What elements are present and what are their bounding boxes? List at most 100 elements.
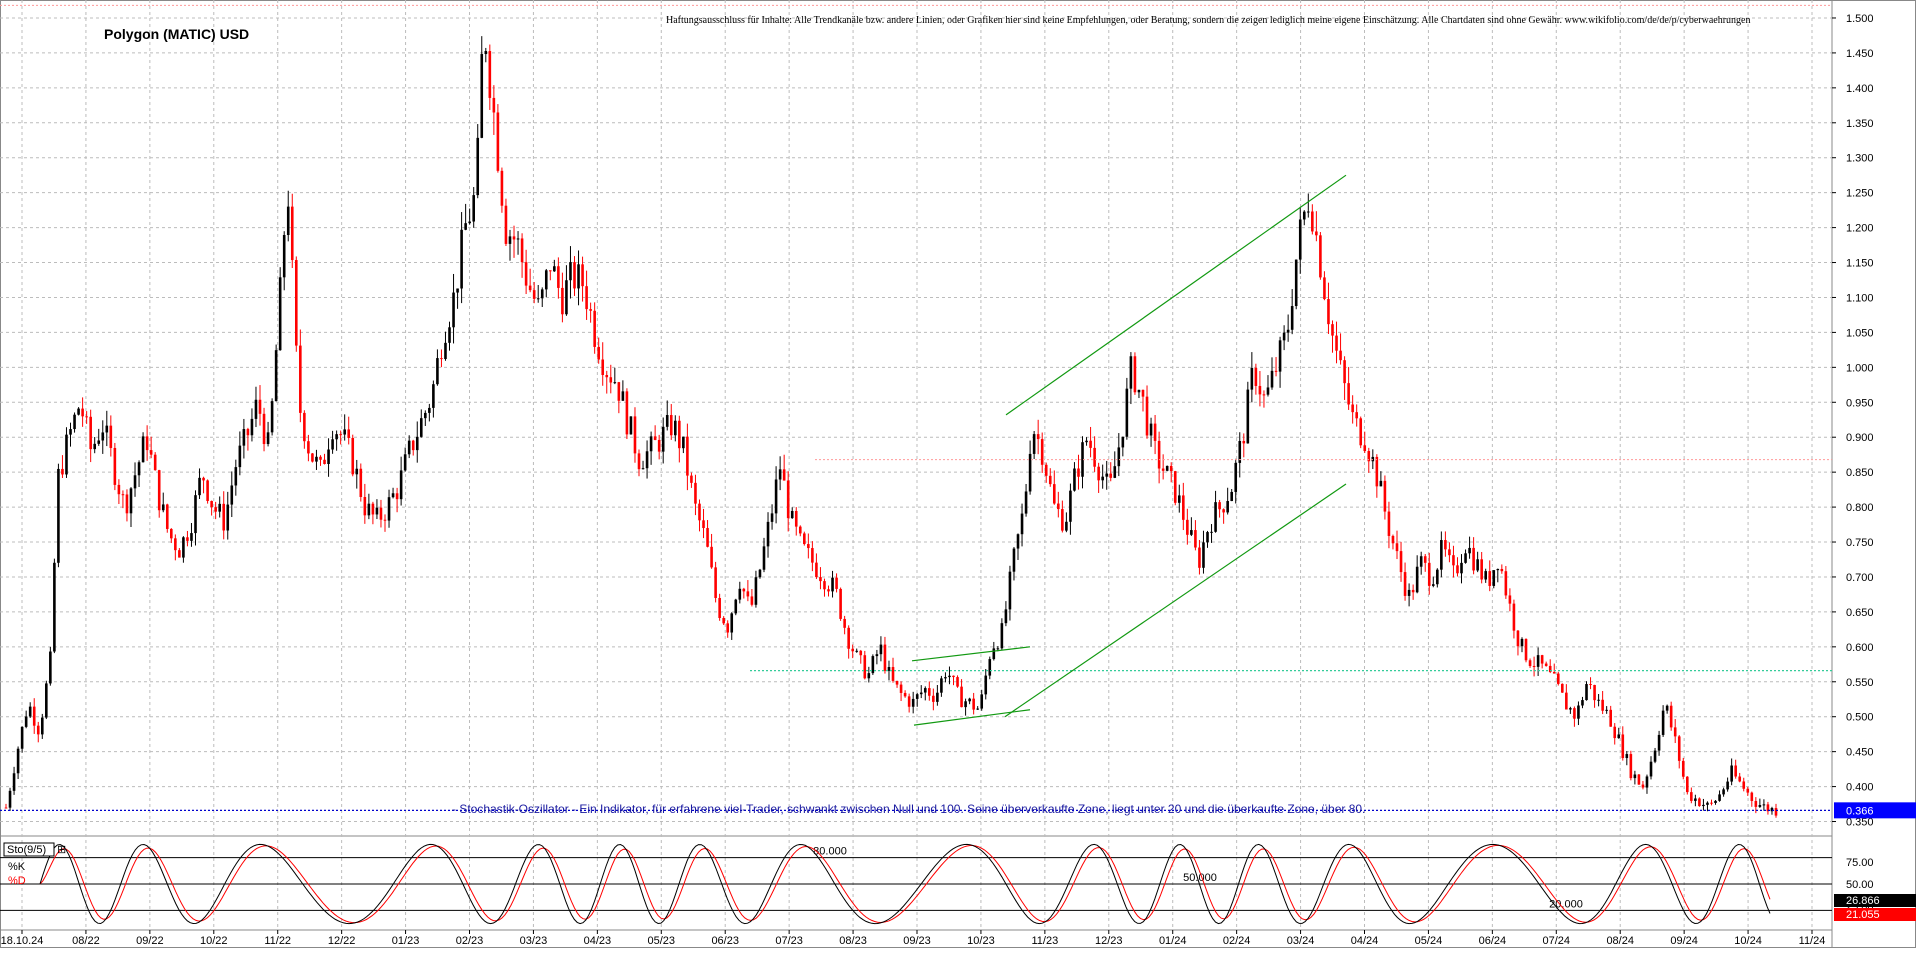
- candle-body: [367, 503, 371, 516]
- price-tick-label: 1.500: [1846, 13, 1874, 25]
- candle-body: [496, 112, 500, 171]
- candle-body: [460, 229, 463, 289]
- candle-body: [415, 436, 419, 451]
- candle-body: [1258, 385, 1262, 395]
- candle-body: [520, 238, 524, 263]
- candle-body: [645, 451, 649, 469]
- candle-body: [464, 223, 467, 230]
- candle-body: [879, 644, 883, 655]
- candle-body: [875, 654, 879, 657]
- candle-body: [335, 434, 338, 440]
- candle-body: [1379, 480, 1383, 487]
- candle-body: [1004, 609, 1008, 624]
- candle-body: [952, 675, 955, 678]
- price-tick-label: 1.250: [1846, 188, 1874, 200]
- candle-body: [903, 692, 907, 697]
- candle-body: [569, 262, 572, 281]
- candle-body: [1036, 434, 1040, 440]
- candle-body: [182, 537, 185, 558]
- candle-body: [1544, 663, 1548, 666]
- candle-body: [1375, 456, 1379, 487]
- candle-body: [1540, 655, 1544, 664]
- candle-body: [69, 429, 72, 435]
- time-tick-label: 10/24: [1734, 935, 1762, 947]
- candle-body: [274, 350, 278, 402]
- candle-body: [710, 546, 713, 568]
- candle-body: [407, 440, 411, 455]
- candle-body: [1367, 451, 1371, 462]
- candle-body: [1383, 480, 1387, 512]
- candle-body: [32, 706, 36, 726]
- time-tick-label: 06/24: [1479, 935, 1507, 947]
- candle-body: [1315, 231, 1318, 236]
- candle-body: [1407, 589, 1411, 596]
- candle-body: [1157, 440, 1161, 469]
- candle-body: [403, 454, 407, 471]
- candle-body: [1210, 531, 1213, 533]
- time-tick-label: 12/22: [328, 935, 356, 947]
- candle-body: [1621, 734, 1625, 759]
- candle-body: [117, 484, 121, 495]
- candle-body: [1456, 565, 1459, 574]
- time-tick-label: 05/23: [648, 935, 676, 947]
- candle-body: [1117, 447, 1121, 467]
- candle-body: [1024, 491, 1028, 514]
- candle-body: [125, 494, 129, 514]
- candle-body: [823, 581, 826, 590]
- candle-body: [448, 327, 451, 343]
- candle-body: [1391, 535, 1395, 544]
- candle-body: [500, 170, 504, 206]
- candle-body: [1762, 804, 1766, 806]
- candle-body: [1633, 774, 1637, 779]
- candle-body: [915, 694, 919, 699]
- candle-body: [1363, 445, 1367, 452]
- candle-body: [1649, 761, 1653, 777]
- candle-body: [928, 688, 931, 696]
- candle-body: [355, 468, 359, 475]
- candle-body: [1327, 299, 1330, 325]
- candle-body: [553, 266, 556, 272]
- candle-body: [1512, 603, 1516, 631]
- time-tick-label: 10/22: [200, 935, 228, 947]
- d-value-box: [1834, 908, 1916, 921]
- candle-body: [702, 520, 705, 529]
- candle-body: [976, 708, 979, 710]
- candle-body: [980, 694, 984, 709]
- price-tick-label: 1.150: [1846, 258, 1874, 270]
- candle-body: [899, 684, 903, 693]
- price-tick-label: 1.200: [1846, 223, 1874, 235]
- candle-body: [395, 493, 399, 500]
- candle-body: [1194, 530, 1197, 548]
- candle-body: [387, 497, 391, 521]
- candle-body: [1085, 440, 1088, 443]
- time-tick-label: 03/24: [1287, 935, 1315, 947]
- candle-body: [1480, 559, 1483, 580]
- candle-body: [282, 235, 286, 278]
- candle-body: [222, 503, 226, 531]
- candle-body: [738, 588, 742, 600]
- candle-body: [1520, 638, 1524, 647]
- candle-body: [996, 648, 1000, 650]
- candle-body: [174, 538, 177, 551]
- candle-body: [617, 382, 621, 401]
- price-tick-label: 0.800: [1846, 502, 1874, 514]
- candle-body: [1307, 211, 1310, 213]
- candle-body: [1698, 798, 1701, 807]
- candle-body: [1431, 584, 1435, 586]
- candle-body: [319, 456, 322, 460]
- time-tick-label: 06/23: [711, 935, 739, 947]
- candle-body: [1613, 726, 1617, 739]
- candle-body: [661, 426, 665, 452]
- candle-body: [940, 678, 943, 693]
- candle-body: [1153, 423, 1157, 441]
- candle-body: [1532, 665, 1536, 667]
- time-tick-label: 09/24: [1670, 935, 1698, 947]
- candle-body: [843, 618, 846, 628]
- candle-body: [1754, 800, 1758, 807]
- candle-body: [669, 415, 673, 436]
- candle-body: [794, 510, 798, 527]
- candle-body: [165, 504, 169, 529]
- candle-body: [1710, 802, 1713, 804]
- candle-body: [57, 468, 60, 563]
- candle-body: [1524, 638, 1528, 661]
